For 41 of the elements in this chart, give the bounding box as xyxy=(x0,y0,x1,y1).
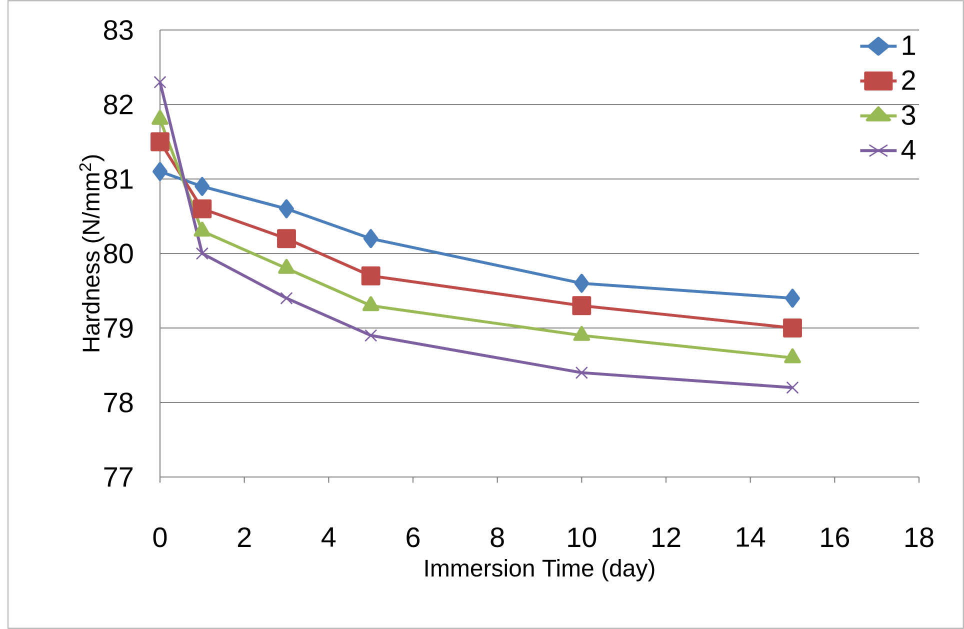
y-tick-label: 80 xyxy=(104,244,133,264)
x-tick-label: 18 xyxy=(906,527,934,548)
x-tick-label: 4 xyxy=(322,527,336,547)
point xyxy=(194,176,210,196)
x-axis-title: Immersion Time (day) xyxy=(425,559,654,582)
legend-label: 1 xyxy=(902,36,915,55)
x-tick-label: 10 xyxy=(568,527,596,548)
point xyxy=(783,318,802,338)
x-tick-label: 8 xyxy=(490,527,504,548)
y-tick-label: 77 xyxy=(104,467,133,487)
y-tick-label: 83 xyxy=(104,20,133,40)
legend-label: 2 xyxy=(902,70,915,90)
y-tick-label: 81 xyxy=(104,169,133,189)
point xyxy=(364,329,378,342)
x-tick-label: 16 xyxy=(821,527,850,548)
legend-label: 3 xyxy=(902,105,916,125)
point xyxy=(152,162,168,182)
point xyxy=(572,296,592,316)
point xyxy=(154,76,166,88)
point xyxy=(150,132,170,152)
point xyxy=(196,247,208,260)
y-tick-label: 82 xyxy=(104,94,133,114)
y-axis-title: Hardness (N/mm$^{2}$) xyxy=(79,155,104,352)
point xyxy=(361,266,380,286)
point xyxy=(786,381,799,394)
point xyxy=(574,274,590,293)
point xyxy=(192,199,212,218)
point xyxy=(575,366,588,380)
y-tick-label: 79 xyxy=(104,318,133,338)
point xyxy=(280,292,293,305)
point xyxy=(363,229,378,248)
point xyxy=(279,199,294,218)
x-tick-label: 6 xyxy=(406,527,420,548)
x-tick-label: 2 xyxy=(238,527,251,547)
x-tick-label: 12 xyxy=(652,527,680,547)
point xyxy=(277,229,296,248)
legend-label: 4 xyxy=(901,140,916,160)
x-tick-label: 0 xyxy=(153,527,167,548)
y-tick-label: 78 xyxy=(104,392,133,412)
point xyxy=(785,288,800,308)
x-tick-label: 14 xyxy=(736,527,766,547)
